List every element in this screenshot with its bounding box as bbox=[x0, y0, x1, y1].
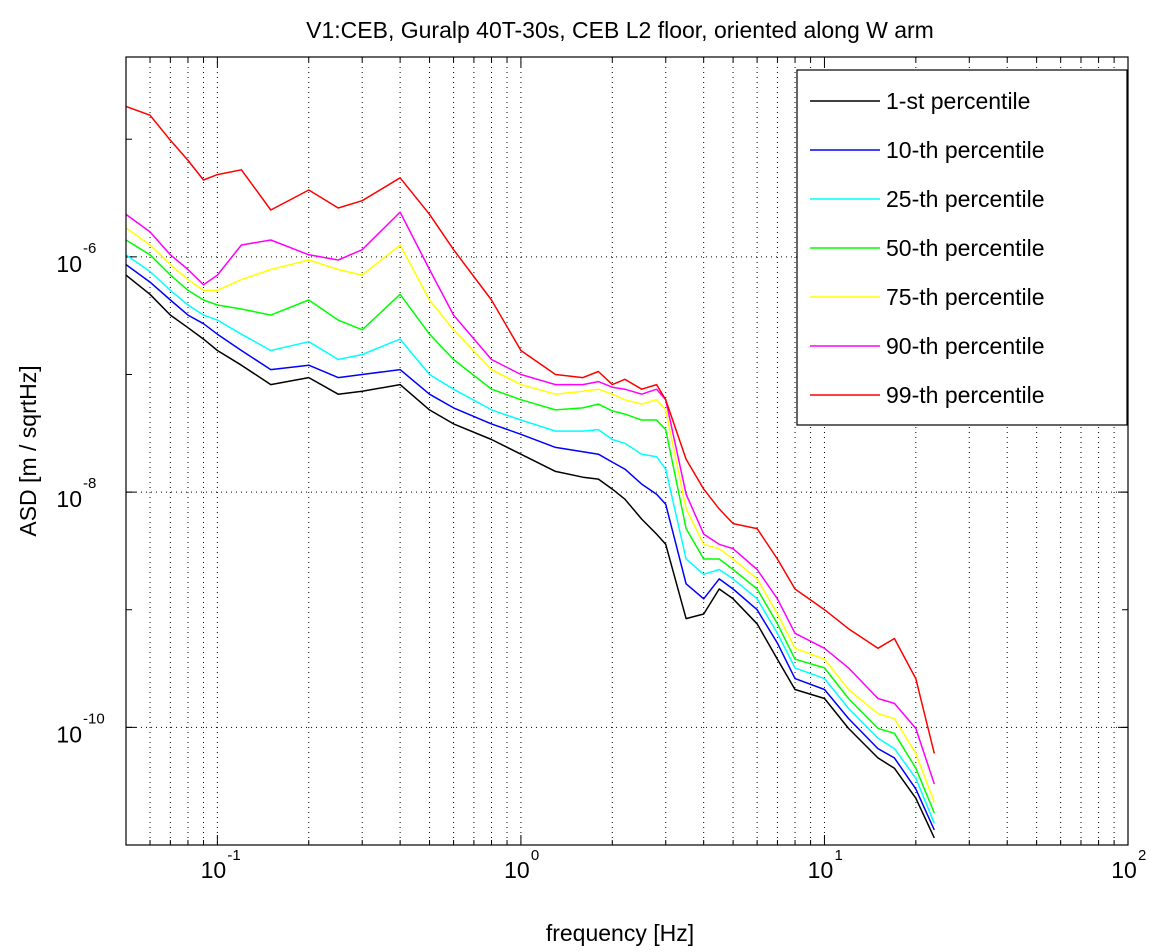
y-tick-exponent: -8 bbox=[83, 475, 96, 492]
legend-label: 50-th percentile bbox=[886, 235, 1045, 261]
y-tick-label: 10 bbox=[56, 721, 82, 747]
legend: 1-st percentile 10-th percentile 25-th per… bbox=[796, 69, 1128, 426]
plot-frame bbox=[125, 56, 1129, 846]
y-tick-exponent: -10 bbox=[83, 710, 105, 727]
series-line bbox=[126, 254, 935, 824]
plot-lines bbox=[126, 105, 936, 839]
x-axis-label: frequency [Hz] bbox=[546, 920, 694, 946]
y-tick-exponent: -6 bbox=[83, 240, 96, 257]
legend-label: 10-th percentile bbox=[886, 137, 1045, 163]
chart-title: V1:CEB, Guralp 40T-30s, CEB L2 floor, or… bbox=[306, 17, 934, 43]
x-tick-exponent: 2 bbox=[1138, 847, 1146, 864]
legend-label: 1-st percentile bbox=[886, 88, 1030, 114]
series-line bbox=[126, 263, 935, 831]
x-tick-exponent: 0 bbox=[531, 847, 539, 864]
y-axis-label: ASD [m / sqrtHz] bbox=[15, 365, 41, 536]
series-line bbox=[126, 239, 935, 814]
series-line bbox=[126, 227, 936, 803]
x-tick-label: 10 bbox=[504, 857, 530, 883]
x-tick-exponent: 1 bbox=[834, 847, 842, 864]
y-tick-label: 10 bbox=[56, 486, 82, 512]
series-line bbox=[126, 105, 936, 754]
series-line bbox=[126, 274, 935, 839]
legend-label: 90-th percentile bbox=[886, 333, 1045, 359]
legend-label: 25-th percentile bbox=[886, 186, 1045, 212]
series-line bbox=[126, 211, 936, 785]
x-tick-label: 10 bbox=[808, 857, 834, 883]
legend-label: 99-th percentile bbox=[886, 382, 1045, 408]
x-tick-label: 10 bbox=[1111, 857, 1137, 883]
x-tick-exponent: -1 bbox=[227, 847, 240, 864]
x-tick-label: 10 bbox=[201, 857, 227, 883]
legend-label: 75-th percentile bbox=[886, 284, 1045, 310]
y-tick-label: 10 bbox=[56, 251, 82, 277]
